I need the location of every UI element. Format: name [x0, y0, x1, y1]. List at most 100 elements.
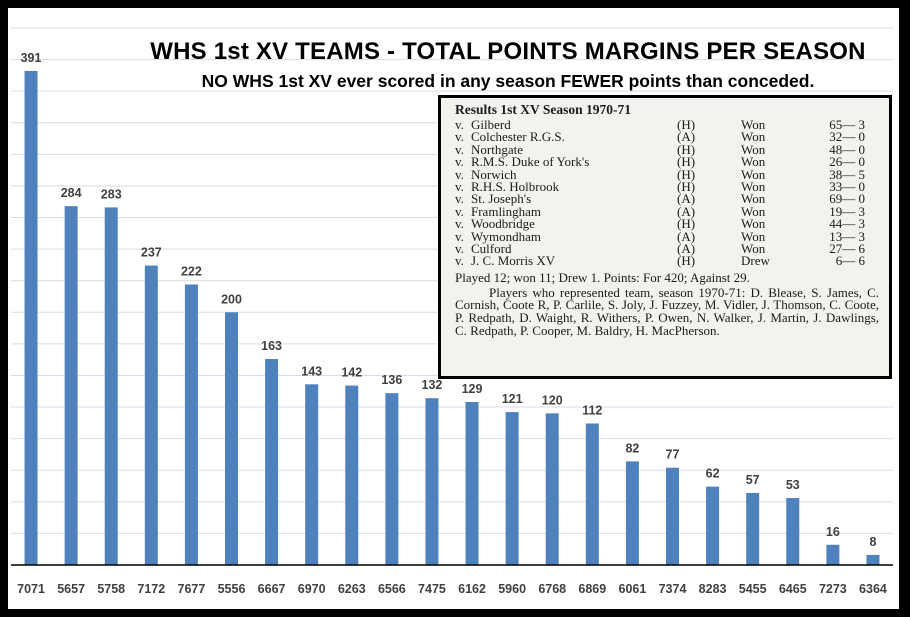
outcome: Drew [741, 253, 770, 269]
bar-6061 [625, 461, 639, 565]
result-row: v. J. C. Morris XV (H) Drew 6— 6 [455, 253, 879, 269]
result-row: v. R.H.S. Holbrook (H) Won 33— 0 [455, 179, 879, 195]
bar-6970 [305, 384, 319, 565]
score: 27— 6 [829, 241, 865, 257]
bar-6869 [585, 423, 599, 565]
versus-label: v. [455, 253, 464, 269]
versus-label: v. [455, 154, 464, 170]
inset-title: Results 1st XV Season 1970-71 [455, 102, 632, 117]
x-tick-label: 7273 [819, 582, 847, 596]
data-label: 77 [666, 448, 680, 462]
versus-label: v. [455, 216, 464, 232]
score: 26— 0 [829, 154, 865, 170]
versus-label: v. [455, 241, 464, 257]
result-row: v. Woodbridge (H) Won 44— 3 [455, 216, 879, 232]
data-label: 222 [181, 264, 202, 278]
result-row: v. Culford (A) Won 27— 6 [455, 241, 879, 257]
x-tick-label: 7475 [418, 582, 446, 596]
venue: (H) [677, 179, 696, 195]
venue: (A) [677, 203, 696, 219]
venue: (H) [677, 166, 696, 182]
data-label: 142 [341, 366, 362, 380]
x-tick-label: 5455 [739, 582, 767, 596]
data-label: 237 [141, 246, 162, 260]
score: 65— 3 [829, 117, 865, 132]
chart-title: WHS 1st XV TEAMS - TOTAL POINTS MARGINS … [150, 38, 866, 65]
venue: (H) [677, 253, 696, 269]
results-list: v. Gilberd (H) Won 65— 3 v. Colchester R.G.S. (… [455, 117, 879, 269]
venue: (A) [677, 228, 696, 244]
bar-7172 [144, 265, 158, 565]
opponent-name: Wymondham [471, 228, 541, 244]
x-tick-label: 7071 [17, 582, 45, 596]
data-label: 136 [381, 373, 402, 387]
score: 69— 0 [829, 191, 865, 207]
bar-5556 [225, 312, 238, 565]
x-tick-label: 6061 [619, 582, 647, 596]
score: 33— 0 [829, 179, 865, 195]
outcome: Won [741, 179, 766, 195]
versus-label: v. [455, 166, 464, 182]
data-labels: 391 284 283 237 222 200 163 143 142 136 132 129 121 1… [21, 51, 877, 549]
score: 32— 0 [829, 129, 865, 145]
opponent-name: Northgate [471, 141, 523, 157]
x-tick-label: 7374 [659, 582, 687, 596]
venue: (A) [677, 191, 696, 207]
data-label: 57 [746, 473, 760, 487]
bar-5758 [104, 207, 118, 565]
bar-5657 [64, 206, 78, 565]
versus-label: v. [455, 129, 464, 145]
venue: (H) [677, 117, 696, 132]
data-label: 132 [422, 378, 443, 392]
x-tick-label: 6970 [298, 582, 326, 596]
bar-7677 [184, 284, 198, 565]
opponent-name: Culford [471, 241, 512, 257]
data-label: 121 [502, 392, 523, 406]
x-tick-label: 8283 [699, 582, 727, 596]
outcome: Won [741, 166, 766, 182]
result-row: v. R.M.S. Duke of York's (H) Won 26— 0 [455, 154, 879, 170]
x-tick-label: 5960 [498, 582, 526, 596]
data-label: 112 [582, 403, 602, 417]
score: 6— 6 [835, 253, 865, 269]
data-label: 200 [221, 292, 242, 306]
outcome: Won [741, 117, 766, 132]
result-row: v. Gilberd (H) Won 65— 3 [455, 117, 879, 132]
bar-7374 [666, 467, 679, 565]
outcome: Won [741, 241, 766, 257]
data-label: 129 [462, 382, 483, 396]
x-tick-labels: 7071 5657 5758 7172 7677 5556 6667 6970 6263 6566… [17, 582, 887, 596]
venue: (H) [677, 216, 696, 232]
outcome: Won [741, 154, 766, 170]
outcome: Won [741, 129, 766, 145]
players-list: Players who represented team, season 197… [455, 284, 879, 338]
versus-label: v. [455, 191, 464, 207]
season-summary: Played 12; won 11; Drew 1. Points: For 4… [455, 269, 750, 285]
bar-8283 [706, 486, 720, 565]
x-tick-label: 6263 [338, 582, 366, 596]
bars [24, 70, 880, 566]
data-label: 8 [869, 535, 876, 549]
bar-5960 [505, 412, 519, 565]
opponent-name: R.H.S. Holbrook [471, 179, 560, 195]
outcome: Won [741, 203, 766, 219]
opponent-name: Woodbridge [471, 216, 535, 232]
opponent-name: Gilberd [471, 117, 511, 132]
venue: (A) [677, 129, 696, 145]
data-label: 163 [261, 339, 282, 353]
score: 44— 3 [829, 216, 865, 232]
x-tick-label: 6364 [859, 582, 887, 596]
bar-7071 [24, 70, 38, 566]
result-row: v. Norwich (H) Won 38— 5 [455, 166, 879, 182]
result-row: v. Framlingham (A) Won 19— 3 [455, 203, 879, 219]
opponent-name: R.M.S. Duke of York's [471, 154, 590, 170]
score: 48— 0 [829, 141, 865, 157]
outcome: Won [741, 216, 766, 232]
x-tick-label: 5556 [218, 582, 246, 596]
score: 13— 3 [829, 228, 865, 244]
x-tick-label: 6869 [578, 582, 606, 596]
bar-6566 [385, 393, 399, 565]
bar-7475 [425, 398, 439, 565]
bar-6465 [786, 498, 800, 565]
x-tick-label: 7172 [137, 582, 165, 596]
